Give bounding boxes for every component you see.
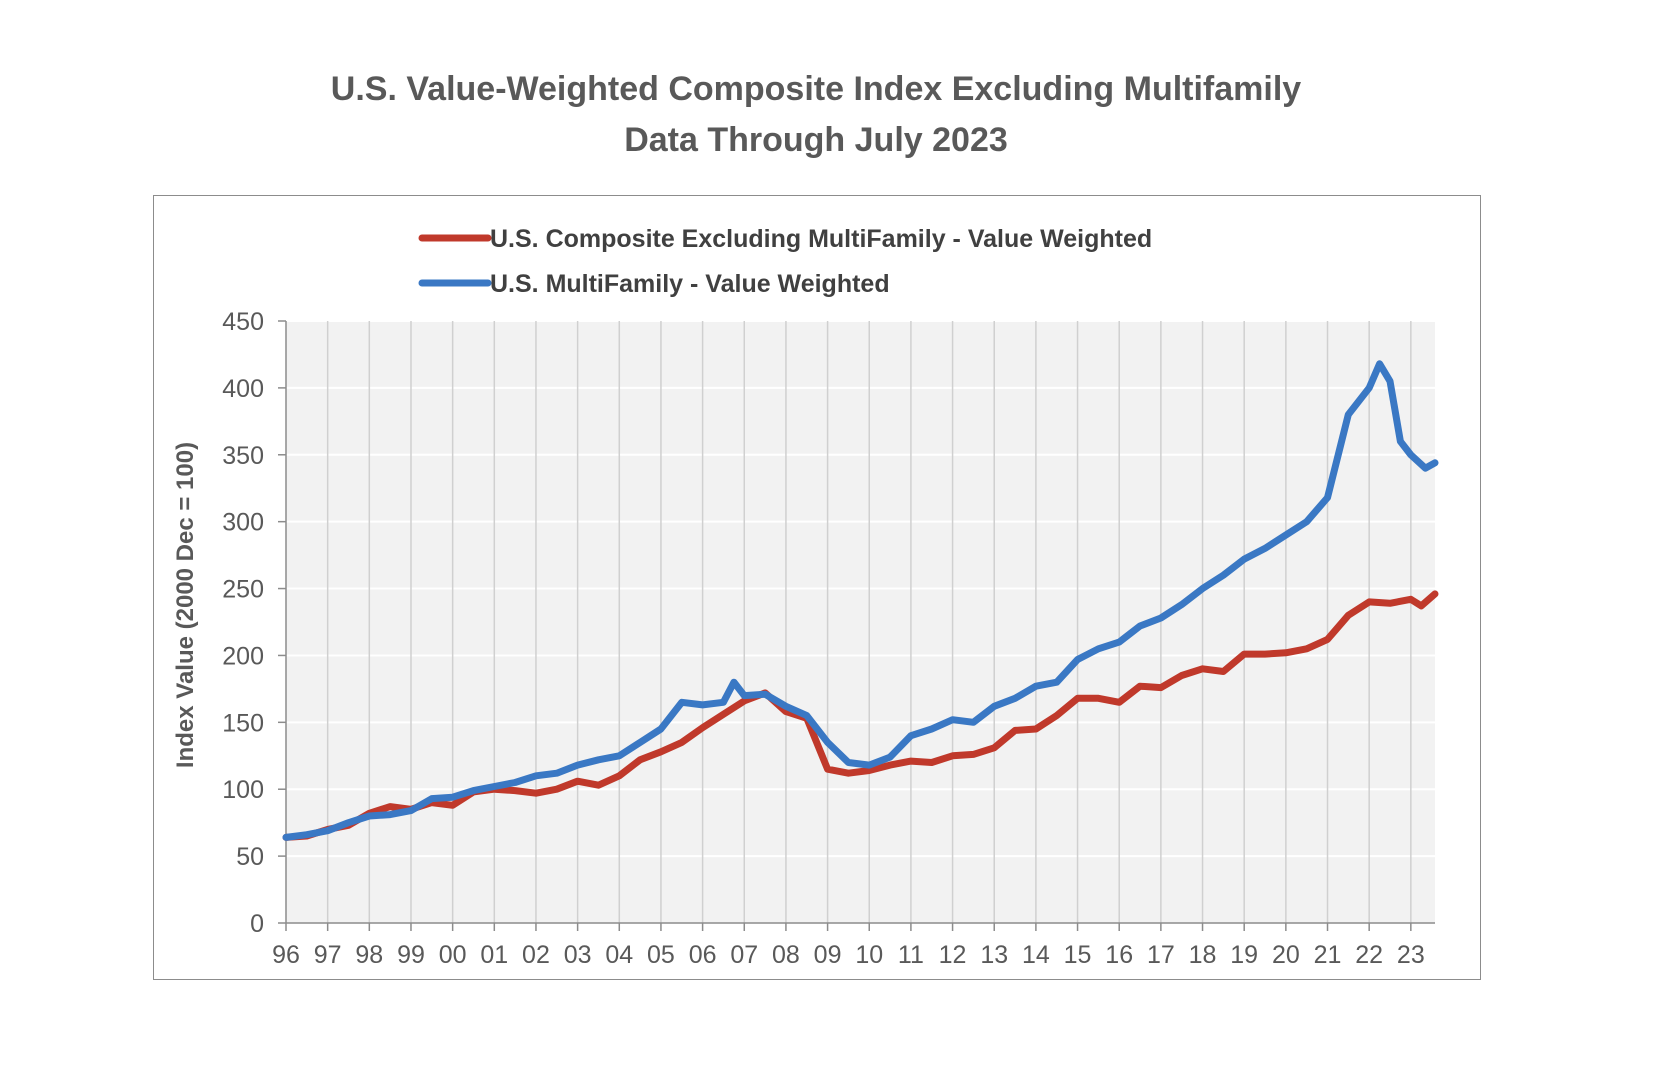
x-tick-label: 19 [1230,941,1258,969]
legend-label-composite: U.S. Composite Excluding MultiFamily - V… [490,225,1152,253]
x-tick-label: 05 [647,941,675,969]
x-tick-label: 07 [730,941,758,969]
y-tick-label: 350 [222,442,264,470]
x-tick-label: 14 [1022,941,1050,969]
y-tick-label: 50 [236,843,264,871]
x-tick-label: 03 [564,941,592,969]
y-tick-label: 250 [222,576,264,604]
x-tick-label: 08 [772,941,800,969]
plot-area [286,321,1435,923]
x-tick-label: 98 [355,941,383,969]
y-tick-label: 300 [222,509,264,537]
x-tick-label: 97 [314,941,342,969]
y-tick-label: 200 [222,642,264,670]
x-tick-label: 18 [1189,941,1217,969]
y-tick-label: 0 [250,910,264,938]
series-group [282,360,1439,841]
y-tick-label: 400 [222,375,264,403]
x-tick-label: 04 [605,941,633,969]
x-tick-label: 11 [898,941,924,969]
x-tick-label: 00 [439,941,467,969]
x-tick-label: 22 [1355,941,1383,969]
x-tick-label: 01 [480,941,508,969]
x-tick-label: 20 [1272,941,1300,969]
chart-title: U.S. Value-Weighted Composite Index Excl… [330,70,1302,108]
legend: U.S. Composite Excluding MultiFamily - V… [418,225,1152,298]
x-tick-label: 99 [397,941,425,969]
y-axis-label: Index Value (2000 Dec = 100) [172,442,199,768]
x-tick-label: 23 [1397,941,1425,969]
legend-label-multifamily: U.S. MultiFamily - Value Weighted [490,270,890,298]
x-tick-label: 13 [980,941,1008,969]
x-tick-label: 96 [272,941,300,969]
chart-subtitle: Data Through July 2023 [624,121,1008,159]
x-tick-label: 09 [814,941,842,969]
x-tick-label: 06 [689,941,717,969]
x-tick-label: 21 [1314,941,1342,969]
x-tick-label: 15 [1064,941,1092,969]
y-tick-label: 450 [222,308,264,336]
x-tick-label: 10 [855,941,883,969]
series-line-multifamily [282,360,1439,841]
x-tick-label: 16 [1105,941,1133,969]
y-tick-label: 100 [222,776,264,804]
x-tick-label: 17 [1147,941,1175,969]
y-tick-label: 150 [222,709,264,737]
x-tick-label: 12 [939,941,967,969]
chart-frame [153,195,1481,980]
x-tick-label: 02 [522,941,550,969]
